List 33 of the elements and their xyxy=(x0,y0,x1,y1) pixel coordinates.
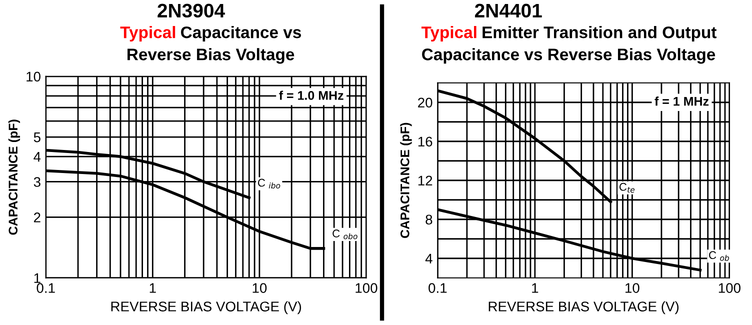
x-tick-label: 100 xyxy=(356,283,378,293)
y-tick-label: 3 xyxy=(34,177,40,187)
series-label: C$_{te}$ xyxy=(620,182,635,193)
x-tick-label: 0.1 xyxy=(36,283,55,293)
x-axis-title: REVERSE BIAS VOLTAGE (V) xyxy=(111,301,302,314)
y-tick-label: 20 xyxy=(418,98,432,108)
x-tick-label: 10 xyxy=(626,283,640,293)
annotation: f = 1 MHz xyxy=(654,96,709,106)
series-label: C $_{obo}$ xyxy=(332,230,358,240)
x-tick-label: 10 xyxy=(252,283,267,293)
x-axis-title: REVERSE BIAS VOLTAGE (V) xyxy=(488,301,679,314)
chart-title: 2N4401 xyxy=(474,4,542,18)
annotation: f = 1.0 MHz xyxy=(279,90,344,100)
y-tick-label: 10 xyxy=(26,72,40,82)
series-label: C $_{ob}$ xyxy=(709,251,730,261)
x-tick-label: 1 xyxy=(150,283,156,293)
y-tick-label: 1 xyxy=(34,273,40,283)
y-tick-label: 4 xyxy=(425,254,432,264)
y-axis-title: CAPACITANCE (pF) xyxy=(400,122,412,238)
y-tick-label: 8 xyxy=(426,214,432,225)
y-tick-label: 5 xyxy=(34,132,40,142)
series-label: C $_{ibo}$ xyxy=(258,178,280,188)
chart-subtitle: Typical Emitter Transition and Output Capacitance vs Reverse Bias Voltage xyxy=(421,26,717,64)
y-tick-label: 2 xyxy=(34,212,40,222)
y-axis-title: CAPACITANCE (pF) xyxy=(8,120,20,235)
y-tick-label: 4 xyxy=(34,152,41,162)
chart-subtitle: Typical Capacitance vs Reverse Bias Voltage xyxy=(120,26,301,64)
y-tick-label: 16 xyxy=(418,136,432,147)
x-tick-label: 1 xyxy=(532,283,538,293)
x-tick-label: 0.1 xyxy=(428,283,447,293)
y-tick-label: 12 xyxy=(418,176,432,186)
x-tick-label: 100 xyxy=(718,283,740,293)
chart-title: 2N3904 xyxy=(158,4,225,18)
